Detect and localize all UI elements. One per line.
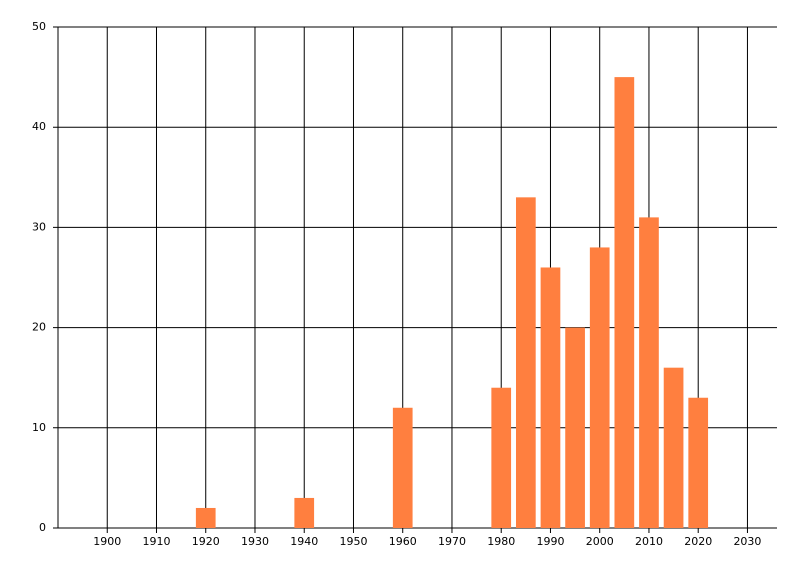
x-tick-label: 1910 bbox=[142, 535, 170, 548]
bar bbox=[688, 397, 709, 528]
x-tick-label: 1970 bbox=[438, 535, 466, 548]
x-tick-label: 1930 bbox=[241, 535, 269, 548]
bar bbox=[540, 267, 561, 528]
y-tick-label: 40 bbox=[32, 120, 46, 133]
bar bbox=[515, 197, 536, 528]
bar bbox=[614, 77, 635, 528]
x-tick-label: 1940 bbox=[290, 535, 318, 548]
x-tick-label: 1990 bbox=[536, 535, 564, 548]
y-tick-label: 10 bbox=[32, 421, 46, 434]
bar bbox=[491, 387, 512, 528]
y-tick-label: 0 bbox=[39, 521, 46, 534]
bar bbox=[195, 507, 216, 528]
x-tick-label: 2000 bbox=[586, 535, 614, 548]
y-tick-label: 30 bbox=[32, 220, 46, 233]
bar bbox=[392, 407, 413, 528]
x-tick-label: 1960 bbox=[389, 535, 417, 548]
y-tick-label: 20 bbox=[32, 321, 46, 334]
bar bbox=[294, 497, 315, 528]
x-tick-label: 2010 bbox=[635, 535, 663, 548]
x-tick-label: 1980 bbox=[487, 535, 515, 548]
x-tick-label: 2030 bbox=[733, 535, 761, 548]
bar bbox=[663, 367, 684, 528]
x-tick-label: 2020 bbox=[684, 535, 712, 548]
x-tick-label: 1950 bbox=[339, 535, 367, 548]
bar bbox=[565, 327, 585, 528]
bar bbox=[639, 217, 659, 528]
x-tick-label: 1900 bbox=[93, 535, 121, 548]
bar bbox=[589, 247, 610, 528]
y-tick-label: 50 bbox=[32, 20, 46, 33]
x-tick-label: 1920 bbox=[192, 535, 220, 548]
